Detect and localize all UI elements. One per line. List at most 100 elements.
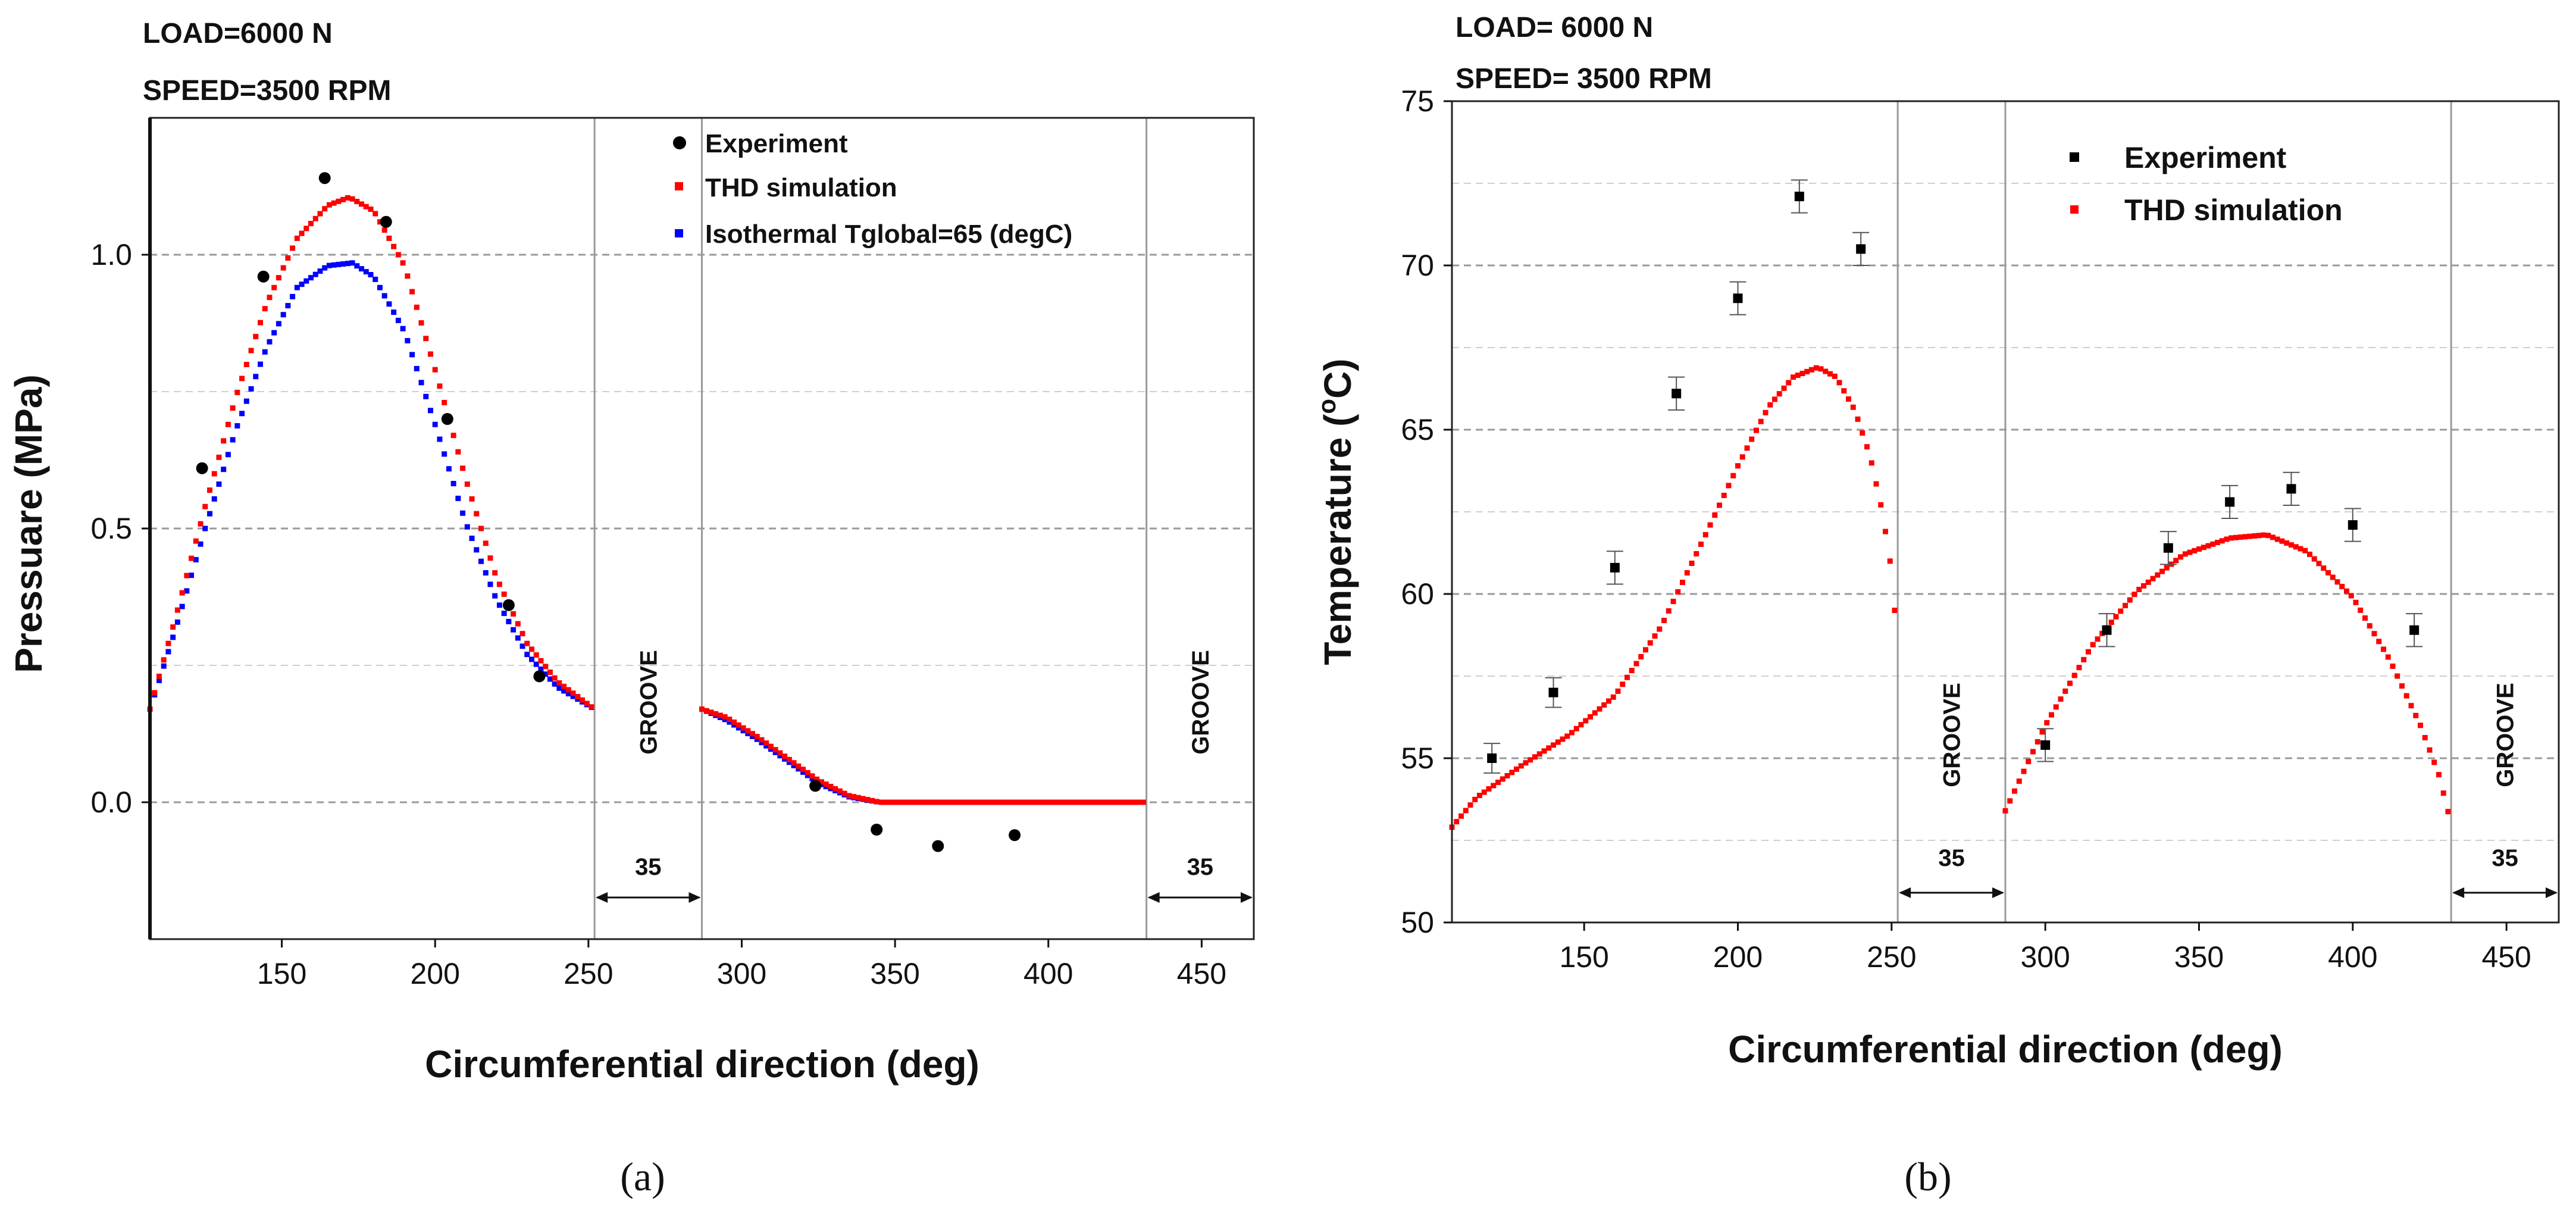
experiment-point — [2286, 484, 2296, 494]
isothermal-point — [538, 666, 544, 672]
thd-point — [1528, 757, 1533, 763]
experiment-point — [2102, 625, 2112, 635]
thd-point — [2007, 798, 2013, 804]
isothermal-point — [519, 643, 525, 649]
isothermal-point — [377, 284, 383, 290]
thd-point — [1836, 380, 1842, 386]
thd-point — [1643, 647, 1648, 653]
thd-point — [1072, 799, 1078, 805]
experiment-point — [318, 172, 331, 184]
groove-label: GROOVE — [636, 650, 662, 755]
isothermal-point — [556, 685, 562, 691]
thd-point — [515, 621, 521, 627]
thd-point — [2307, 551, 2312, 557]
legend-marker-thd — [675, 182, 683, 190]
thd-point — [1615, 688, 1621, 694]
thd-point — [1855, 416, 1861, 422]
thd-point — [1035, 799, 1041, 805]
y-tick-label: 0.5 — [90, 512, 132, 545]
isothermal-point — [248, 386, 254, 392]
thd-point — [906, 799, 912, 805]
y-tick-label: 65 — [1401, 413, 1434, 446]
arrow-head-left — [596, 892, 608, 903]
thd-point — [828, 784, 834, 790]
thd-point — [1652, 633, 1658, 639]
isothermal-point — [561, 688, 567, 694]
groove-label: GROOVE — [1939, 683, 1965, 787]
thd-point — [1113, 799, 1119, 805]
thd-point — [427, 351, 433, 357]
thd-point — [2178, 554, 2183, 560]
isothermal-point — [740, 728, 746, 734]
thd-point — [1555, 739, 1561, 745]
thd-point — [1126, 799, 1132, 805]
isothermal-point — [336, 261, 342, 267]
thd-point — [1661, 618, 1667, 624]
isothermal-point — [165, 649, 171, 655]
groove-width-label: 35 — [1187, 854, 1214, 880]
thd-point — [2021, 768, 2027, 774]
thd-point — [1670, 599, 1676, 605]
legend-marker-experiment — [2070, 152, 2079, 162]
isothermal-point — [198, 541, 204, 547]
thd-point — [331, 200, 337, 206]
thd-point — [1666, 608, 1672, 614]
thd-point — [1712, 512, 1718, 518]
thd-point — [1883, 528, 1888, 534]
thd-point — [543, 664, 549, 670]
isothermal-point — [239, 411, 245, 417]
thd-point — [805, 770, 810, 775]
thd-point — [2058, 696, 2064, 702]
experiment-point — [1733, 293, 1743, 304]
legend-label-isothermal: Isothermal Tglobal=65 (degC) — [705, 220, 1072, 249]
y-axis-ticks: 0.0 0.5 1.0 — [90, 238, 150, 819]
thd-point — [1873, 481, 1879, 487]
isothermal-point — [243, 398, 249, 404]
thd-point — [322, 206, 328, 212]
thd-point — [1039, 799, 1045, 805]
thd-point — [1500, 776, 1505, 782]
thd-point — [2071, 673, 2077, 678]
experiment-point — [441, 413, 453, 425]
thd-point — [1860, 430, 1866, 436]
thd-point — [1735, 463, 1741, 469]
thd-point — [2408, 703, 2414, 709]
thd-point — [2385, 654, 2391, 660]
thd-point — [1754, 427, 1759, 433]
thd-point — [189, 555, 195, 561]
caption-a: (a) — [620, 1154, 665, 1199]
x-tick-label: 400 — [1023, 957, 1073, 990]
thd-point — [2164, 565, 2170, 571]
isothermal-point — [211, 496, 217, 502]
thd-point — [276, 275, 281, 281]
thd-point — [1523, 760, 1529, 766]
thd-point — [2136, 586, 2142, 592]
isothermal-point — [276, 321, 281, 327]
thd-point — [855, 795, 861, 800]
thd-point — [2090, 642, 2096, 648]
experiment-point — [2225, 497, 2235, 507]
isothermal-point — [805, 772, 810, 778]
thd-point — [2081, 656, 2087, 662]
experiment-point — [380, 215, 392, 228]
groove-markers: GROOVE 35 GROOVE 35 — [1896, 101, 2558, 922]
thd-point — [2422, 735, 2428, 740]
thd-point — [735, 722, 741, 728]
experiment-point — [1009, 829, 1021, 842]
y-tick-label: 60 — [1401, 577, 1434, 611]
thd-point — [1707, 522, 1713, 528]
thd-point — [570, 690, 576, 696]
thd-point — [2353, 599, 2359, 605]
thd-point — [1569, 730, 1575, 736]
x-tick-label: 200 — [1713, 940, 1763, 974]
thd-point — [998, 799, 1004, 805]
thd-point — [2086, 649, 2091, 655]
thd-point — [943, 799, 949, 805]
isothermal-point — [326, 262, 332, 268]
thd-point — [580, 697, 586, 703]
isothermal-point — [184, 588, 190, 594]
thd-point — [2321, 565, 2327, 571]
thd-point — [1633, 661, 1639, 667]
thd-point — [423, 336, 429, 342]
thd-point — [483, 540, 489, 546]
